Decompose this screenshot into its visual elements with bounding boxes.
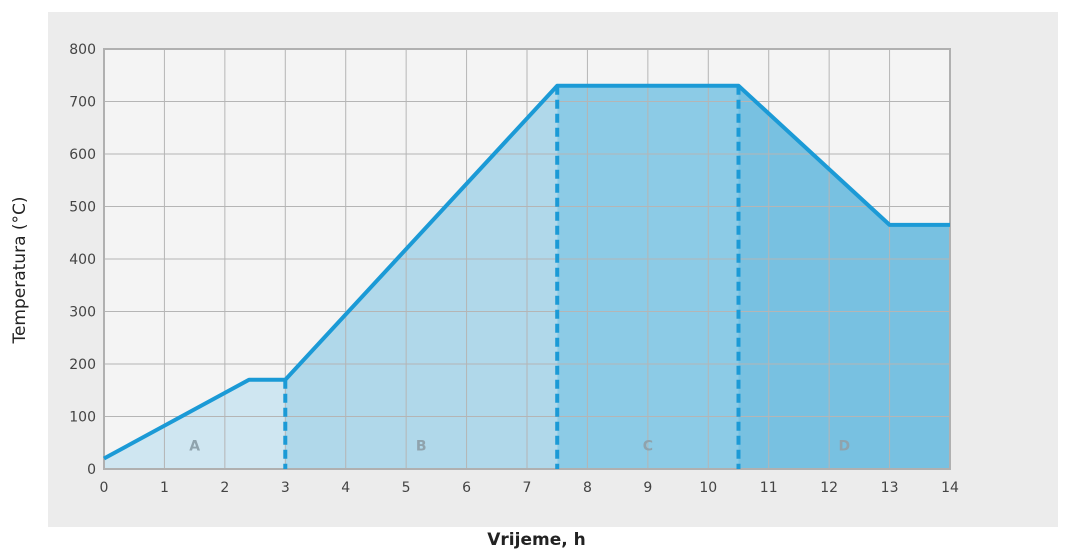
y-tick-label: 100 — [69, 410, 96, 426]
y-tick-label: 800 — [69, 42, 96, 58]
y-tick-label: 300 — [69, 305, 96, 321]
x-tick-label: 10 — [699, 480, 717, 496]
x-tick-label: 4 — [341, 480, 350, 496]
x-tick-label: 13 — [881, 480, 899, 496]
x-tick-label: 8 — [583, 480, 592, 496]
segment-area-d — [738, 85, 950, 469]
segment-area-b — [285, 85, 558, 469]
temperature-chart: A B C D0 1 2 3 4 5 6 7 8 9 10 11 12 13 140100200300400500… — [69, 42, 959, 496]
x-tick-label: 12 — [820, 480, 838, 496]
x-tick-label: 14 — [941, 480, 959, 496]
y-tick-label: 600 — [69, 147, 96, 163]
y-tick-label: 200 — [69, 357, 96, 373]
x-tick-label: 3 — [281, 480, 290, 496]
x-tick-label: 11 — [760, 480, 778, 496]
x-tick-label: 1 — [160, 480, 169, 496]
segment-label-c: C — [643, 439, 653, 455]
y-tick-label: 500 — [69, 200, 96, 216]
temperature-series-line — [103, 83, 950, 461]
segment-label-b: B — [416, 439, 427, 455]
chart-panel: A B C D 0 1 2 3 4 5 6 7 8 9 10 11 12 13 14 0 100 200 300 400 500… — [48, 12, 1058, 527]
y-axis-label: Temperatura (°C) — [10, 196, 30, 344]
y-tick-label: 0 — [87, 462, 96, 478]
plot-frame — [103, 48, 951, 470]
y-tick-label: 700 — [69, 95, 96, 111]
x-tick-label: 0 — [100, 480, 109, 496]
x-tick-label: 6 — [462, 480, 471, 496]
y-tick-label: 400 — [69, 252, 96, 268]
segment-label-a: A — [189, 439, 200, 455]
x-tick-label: 2 — [220, 480, 229, 496]
x-axis-label: Vrijeme, h — [487, 530, 586, 550]
x-tick-label: 9 — [643, 480, 652, 496]
segment-area-a — [104, 379, 286, 469]
x-tick-label: 5 — [402, 480, 411, 496]
x-tick-label: 7 — [523, 480, 532, 496]
segment-label-d: D — [838, 439, 850, 455]
